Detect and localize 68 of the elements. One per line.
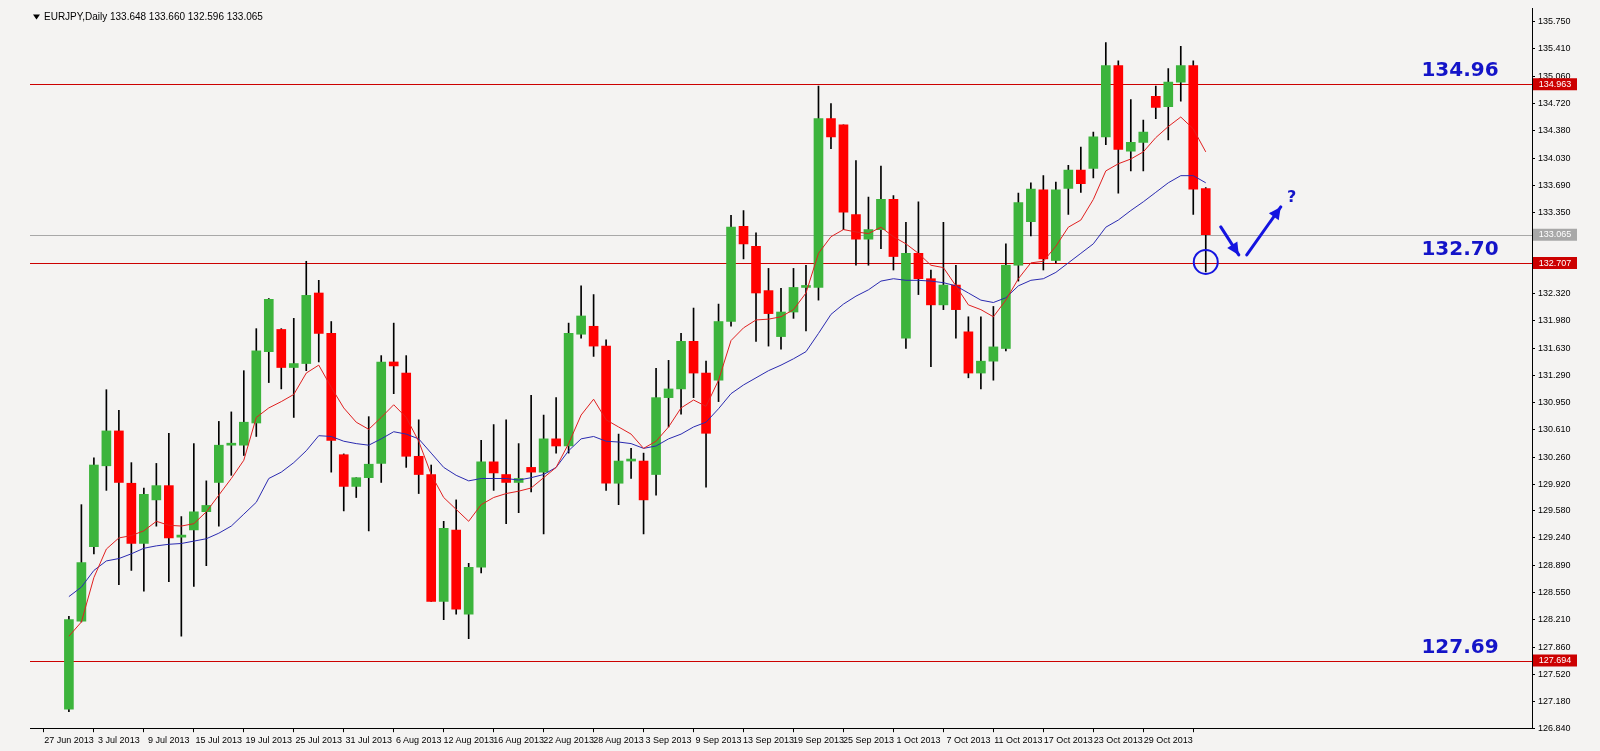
- x-tick-label: 11 Oct 2013: [994, 735, 1043, 746]
- x-tick-label: 12 Aug 2013: [443, 735, 494, 746]
- candlestick: [1138, 119, 1149, 172]
- y-tick-label: 129.580: [1538, 505, 1571, 516]
- y-tick-label: 126.840: [1538, 722, 1571, 733]
- x-tick-label: 9 Sep 2013: [695, 735, 742, 746]
- y-tick-label: 135.750: [1538, 16, 1571, 27]
- x-tick-label: 27 Jun 2013: [44, 735, 94, 746]
- x-tick-label: 13 Sep 2013: [742, 735, 795, 746]
- candlestick: [501, 419, 511, 525]
- candlestick: [551, 397, 561, 454]
- x-tick-label: 3 Jul 2013: [98, 735, 140, 746]
- x-tick-label: 23 Oct 2013: [1093, 735, 1143, 746]
- y-tick-label: 134.030: [1538, 152, 1571, 163]
- x-tick-label: 15 Jul 2013: [195, 735, 243, 746]
- x-tick-label: 17 Oct 2013: [1043, 735, 1093, 746]
- candlestick: [1125, 99, 1136, 172]
- y-tick-label: 129.240: [1538, 532, 1571, 543]
- ref-line-label: 127.694: [1538, 654, 1572, 665]
- x-tick-label: 31 Jul 2013: [345, 735, 392, 746]
- candlestick: [189, 443, 199, 587]
- y-tick-label: 134.380: [1538, 124, 1571, 135]
- x-tick-label: 25 Jul 2013: [295, 735, 343, 746]
- x-tick-label: 29 Oct 2013: [1143, 735, 1193, 746]
- y-tick-label: 134.720: [1538, 98, 1571, 109]
- x-tick-label: 9 Jul 2013: [148, 735, 190, 746]
- y-tick-label: 127.520: [1538, 668, 1571, 679]
- x-tick-label: 6 Aug 2013: [395, 735, 442, 746]
- candlestick: [801, 264, 811, 332]
- y-tick-label: 135.410: [1538, 43, 1571, 54]
- y-tick-label: 128.210: [1538, 614, 1571, 625]
- y-tick-label: 128.890: [1538, 560, 1571, 571]
- y-tick-label: 133.350: [1538, 206, 1571, 217]
- x-tick-label: 19 Jul 2013: [245, 735, 293, 746]
- y-tick-label: 131.630: [1538, 342, 1571, 353]
- y-tick-label: 130.610: [1538, 423, 1571, 434]
- y-tick-label: 132.320: [1538, 288, 1571, 299]
- text: ?: [1287, 186, 1297, 206]
- candlestick: [526, 394, 536, 493]
- y-tick-label: 130.260: [1538, 451, 1571, 462]
- y-tick-label: 131.290: [1538, 369, 1571, 380]
- y-tick-label: 127.180: [1538, 695, 1571, 706]
- x-tick-label: 1 Oct 2013: [896, 735, 941, 746]
- x-tick-label: 3 Sep 2013: [645, 735, 692, 746]
- y-tick-label: 130.950: [1538, 396, 1571, 407]
- candlestick: [288, 318, 299, 418]
- ref-line-label: 134.963: [1538, 78, 1572, 89]
- ref-line-label: 132.707: [1538, 257, 1572, 268]
- annotation: 127.69: [1421, 633, 1499, 658]
- x-tick-label: 28 Aug 2013: [593, 735, 644, 746]
- x-tick-label: 7 Oct 2013: [946, 735, 991, 746]
- y-tick-label: 128.550: [1538, 587, 1571, 598]
- y-tick-label: 127.860: [1538, 641, 1571, 652]
- x-tick-label: 25 Sep 2013: [842, 735, 894, 746]
- y-tick-label: 131.980: [1538, 315, 1571, 326]
- candlestick: [226, 411, 237, 476]
- y-tick-label: 133.690: [1538, 179, 1571, 190]
- candlestick: [851, 160, 861, 266]
- y-tick-label: 129.920: [1538, 478, 1571, 489]
- ref-line-label: 133.065: [1538, 229, 1572, 240]
- annotation: 134.96: [1421, 57, 1499, 82]
- x-tick-label: 22 Aug 2013: [543, 735, 594, 746]
- annotation: 132.70: [1421, 236, 1499, 261]
- candlestick: [363, 416, 374, 532]
- candlestick: [976, 316, 986, 390]
- x-tick-label: 16 Aug 2013: [493, 735, 544, 746]
- x-tick-label: 19 Sep 2013: [792, 735, 844, 746]
- chart-title: EURJPY,Daily 133.648 133.660 132.596 133.065: [44, 11, 264, 23]
